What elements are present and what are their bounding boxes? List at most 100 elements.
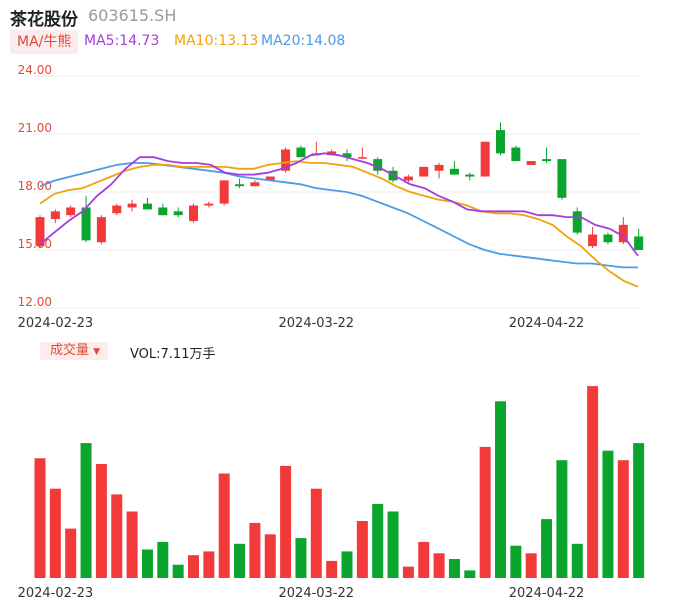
ma5-line (39, 152, 639, 257)
y-tick-label: 21.00 (18, 121, 52, 135)
volume-bar (34, 458, 46, 578)
stock-code: 603615.SH (88, 6, 177, 25)
volume-x-tick-label: 2024-03-22 (279, 586, 355, 601)
volume-bar (402, 566, 414, 578)
volume-bar (249, 522, 261, 578)
candle-body (373, 159, 383, 171)
candle-body (434, 164, 444, 171)
candle-body (511, 147, 521, 162)
volume-bar (633, 443, 645, 578)
ma10-line (39, 160, 639, 288)
volume-bar (126, 511, 138, 578)
volume-bar (510, 545, 522, 578)
x-tick-label: 2024-04-22 (509, 316, 585, 331)
candle-body (235, 184, 245, 187)
candle-body (158, 207, 168, 216)
y-tick-label: 18.00 (18, 179, 52, 193)
candle-body (542, 159, 552, 162)
candle-body (250, 182, 260, 187)
candle-body (81, 207, 91, 241)
candle-body (112, 205, 122, 214)
x-tick-label: 2024-03-22 (279, 316, 355, 331)
volume-bar (418, 541, 430, 578)
ma5-label: MA5:14.73 (84, 33, 160, 49)
volume-indicator-dropdown[interactable]: 成交量 ▼ (40, 342, 109, 360)
candle-body (66, 207, 76, 216)
candle-body (496, 130, 505, 154)
candle-body (127, 203, 137, 208)
caret-down-icon: ▼ (93, 347, 101, 357)
candle-body (572, 211, 582, 233)
candle-body (465, 174, 475, 177)
volume-bar (111, 494, 123, 578)
volume-bar (65, 528, 77, 578)
volume-bar (218, 473, 230, 578)
volume-bar (356, 521, 368, 578)
candle-body (419, 166, 429, 177)
candle-body (618, 224, 628, 243)
volume-tag-label: 成交量 (50, 343, 90, 358)
volume-bar (326, 560, 338, 578)
volume-bar (587, 386, 599, 578)
candle-body (265, 176, 275, 181)
volume-x-tick-label: 2024-02-23 (18, 586, 94, 601)
volume-bar (234, 543, 246, 578)
volume-bar (188, 555, 199, 578)
volume-bar (495, 401, 506, 578)
volume-bar (264, 534, 276, 578)
volume-bar (602, 450, 614, 578)
candle-body (342, 153, 352, 158)
y-tick-label: 12.00 (18, 295, 52, 309)
volume-bar (448, 559, 460, 578)
ma10-label: MA10:13.13 (174, 33, 259, 49)
y-tick-label: 24.00 (18, 63, 52, 77)
volume-bar (525, 553, 537, 578)
volume-bar (556, 460, 568, 578)
volume-bar (372, 503, 384, 578)
candle-body (588, 234, 598, 247)
volume-bar (295, 538, 307, 578)
candle-body (204, 203, 214, 206)
candle-body (449, 168, 459, 175)
volume-bar (203, 551, 215, 578)
candle-body (403, 176, 413, 181)
volume-bar (571, 543, 583, 578)
volume-bar (433, 553, 445, 578)
volume-bar (310, 488, 322, 578)
volume-bar (479, 446, 491, 578)
volume-bar (49, 488, 61, 578)
candle-body (357, 157, 367, 159)
volume-bar (341, 551, 353, 578)
volume-bar (541, 519, 553, 578)
candle-body (634, 236, 644, 250)
candle-body (281, 149, 291, 171)
volume-bar (617, 460, 629, 578)
candle-body (603, 234, 613, 243)
candle-body (96, 217, 106, 243)
volume-bar (157, 541, 169, 578)
candle-body (219, 180, 229, 204)
candle-body (296, 147, 306, 158)
volume-value-label: VOL:7.11万手 (130, 347, 216, 362)
x-tick-label: 2024-02-23 (18, 316, 94, 331)
volume-bar (387, 511, 399, 578)
volume-x-tick-label: 2024-04-22 (509, 586, 585, 601)
candle-body (35, 217, 45, 247)
volume-bar (172, 564, 184, 578)
ma20-line (39, 162, 638, 269)
stock-name: 茶花股份 (10, 10, 78, 30)
volume-bar (80, 443, 92, 578)
ma20-label: MA20:14.08 (261, 33, 346, 49)
candle-body (142, 203, 152, 210)
candle-body (189, 205, 198, 221)
volume-bar (141, 549, 153, 578)
candle-body (526, 161, 536, 165)
ma-toggle-button[interactable]: MA/牛熊 (10, 30, 79, 54)
candle-body (557, 159, 567, 198)
candle-body (327, 151, 337, 156)
candle-body (50, 211, 60, 220)
candle-body (173, 211, 183, 216)
candle-body (480, 141, 490, 177)
volume-bar (280, 465, 292, 578)
